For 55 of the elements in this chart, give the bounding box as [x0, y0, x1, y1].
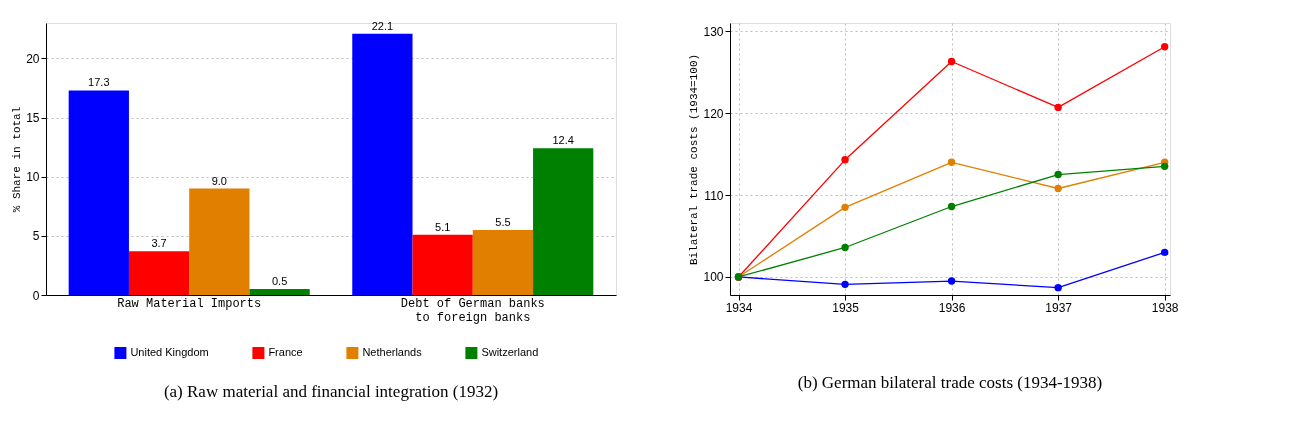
point [947, 57, 956, 66]
text: 3.7 [151, 237, 167, 250]
text: 0.5 [271, 275, 288, 288]
x-tick-label: 1938 [1151, 300, 1179, 315]
point [1054, 103, 1062, 112]
point [1160, 162, 1169, 171]
text: 5.1 [435, 220, 451, 233]
y-tick-label: 20 [26, 51, 40, 66]
x-tick-label: Debt of German banks to foreign banks [400, 296, 545, 325]
point [947, 158, 956, 166]
point [1054, 170, 1062, 179]
y-axis-title: Bilateral trade costs (1934=100) [688, 53, 701, 266]
y-tick-label: 130 [703, 24, 724, 39]
point [841, 243, 849, 252]
text: 5.5 [495, 215, 511, 228]
point [1054, 283, 1062, 292]
point [947, 277, 956, 285]
x-tick-label: 1934 [725, 300, 753, 315]
point [841, 280, 849, 289]
y-tick-label: 10 [26, 170, 40, 185]
text: (a) Raw material and financial integration (1932) [163, 382, 499, 401]
legend-label: United Kingdom [130, 346, 209, 358]
bar [533, 148, 594, 295]
text: 17.3 [88, 76, 110, 89]
bar [128, 251, 190, 295]
y-tick-label: 0 [32, 288, 40, 303]
legend-label: Netherlands [362, 346, 423, 358]
bar [472, 229, 534, 295]
point [841, 156, 849, 164]
y-tick-label: 15 [26, 111, 40, 126]
text: 9.0 [211, 174, 227, 187]
point [1054, 184, 1062, 193]
text: 22.1 [371, 19, 394, 32]
bar [412, 234, 473, 295]
y-tick-label: 120 [703, 106, 724, 121]
point [841, 203, 849, 212]
bar [352, 33, 413, 295]
y-tick-label: 110 [704, 188, 724, 203]
x-tick-label: Raw Material Imports [117, 296, 262, 311]
point [1160, 248, 1169, 257]
x-tick-label: 1937 [1045, 300, 1073, 315]
x-tick-label: 1935 [832, 300, 860, 315]
y-tick-label: 5 [32, 229, 40, 244]
point [947, 202, 956, 211]
point [1160, 43, 1169, 51]
bar [249, 289, 310, 295]
bar [189, 188, 250, 295]
bar [68, 90, 129, 295]
text: (b) German bilateral trade costs (1934-1938) [797, 373, 1103, 392]
y-tick-label: 100 [703, 270, 724, 285]
y-axis-title: % Share in total [11, 106, 24, 213]
legend-label: France [268, 346, 303, 358]
text: 12.4 [552, 134, 574, 147]
x-tick-label: 1936 [938, 300, 966, 315]
legend-label: Switzerland [481, 346, 539, 358]
